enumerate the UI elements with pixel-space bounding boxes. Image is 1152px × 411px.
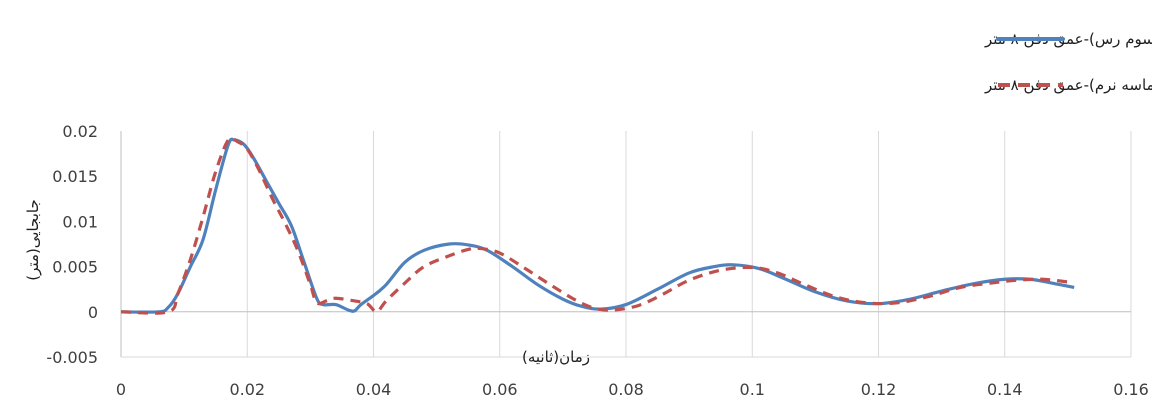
legend-entry-2: حالت سه لایه(لایه اول رس-لایه دوم ماسه س… [984, 76, 1152, 94]
x-tick-label: 0.08 [608, 380, 644, 399]
x-tick-label: 0.04 [356, 380, 392, 399]
axes: -0.005 0 0.005 0.01 0.015 0.02 0 0.02 0.04 0.06 0.… [46, 122, 1148, 399]
x-tick-label: 0 [116, 380, 126, 399]
x-tick-label: 0.1 [740, 380, 765, 399]
grid-lines [246, 131, 1132, 357]
y-tick-label: 0.005 [52, 258, 98, 277]
legend-entry-1: حالت سه لایه(لایه اول ماسه نرم-لایه دوم … [984, 30, 1152, 48]
legend-label-2: حالت سه لایه(لایه اول رس-لایه دوم ماسه س… [984, 76, 1152, 94]
x-tick-label: 0.16 [1113, 380, 1149, 399]
x-tick-label: 0.12 [861, 380, 897, 399]
x-tick-label: 0.06 [482, 380, 518, 399]
y-tick-label: 0.02 [62, 122, 98, 141]
y-tick-label: 0.01 [62, 212, 98, 231]
x-tick-label: 0.02 [229, 380, 265, 399]
y-tick-label: -0.005 [46, 348, 98, 367]
x-tick-label: 0.14 [987, 380, 1023, 399]
y-tick-label: 0.015 [52, 167, 98, 186]
y-axis-title: جابجایی(متر) [24, 199, 42, 281]
x-axis-title: زمان(ثانیه) [522, 348, 590, 366]
legend: حالت سه لایه(لایه اول ماسه نرم-لایه دوم … [984, 30, 1152, 94]
legend-label-1: حالت سه لایه(لایه اول ماسه نرم-لایه دوم … [984, 30, 1152, 48]
data-series [120, 136, 1075, 315]
y-tick-label: 0 [88, 303, 98, 322]
